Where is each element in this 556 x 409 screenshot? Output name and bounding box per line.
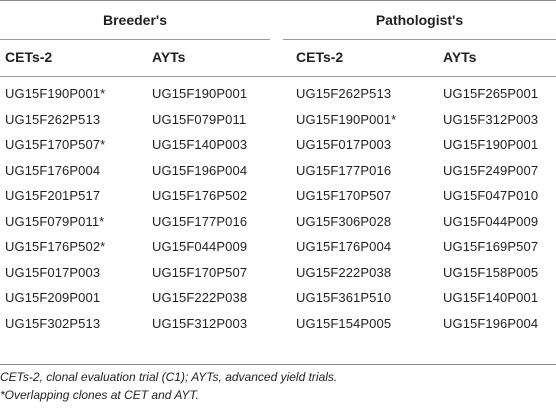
table-row: UG15F017P003 UG15F170P507 UG15F222P038 U… <box>0 264 556 290</box>
table-cell: UG15F169P507 <box>443 239 539 254</box>
column-header-pathologists-ayts: AYTs <box>443 49 477 65</box>
table-body: UG15F190P001* UG15F190P001 UG15F262P513 … <box>0 85 556 340</box>
table-bottom-rule <box>0 364 556 365</box>
table-cell: UG15F249P007 <box>443 162 539 178</box>
table-cell: UG15F154P005 <box>296 315 392 331</box>
table-cell: UG15F017P003 <box>5 264 101 280</box>
table-cell: UG15F222P038 <box>152 290 248 305</box>
table-cell: UG15F170P507 <box>152 264 248 280</box>
table-cell: UG15F170P507* <box>5 137 106 152</box>
table-cell: UG15F176P004 <box>5 162 101 178</box>
table-cell: UG15F306P028 <box>296 213 392 229</box>
table-cell: UG15F177P016 <box>152 213 248 229</box>
table-cell: UG15F177P016 <box>296 162 392 178</box>
column-header-rule <box>0 76 556 77</box>
table-row: UG15F201P517 UG15F176P502 UG15F170P507 U… <box>0 187 556 213</box>
table-cell: UG15F176P004 <box>296 239 392 254</box>
group-header-pathologists: Pathologist's <box>375 12 464 28</box>
table-row: UG15F302P513 UG15F312P003 UG15F154P005 U… <box>0 315 556 341</box>
group-header-breeders: Breeder's <box>102 12 168 28</box>
table-row: UG15F170P507* UG15F140P003 UG15F017P003 … <box>0 136 556 162</box>
column-header-pathologists-cets: CETs-2 <box>296 49 344 65</box>
table-row: UG15F079P011* UG15F177P016 UG15F306P028 … <box>0 213 556 239</box>
table-cell: UG15F222P038 <box>296 264 392 280</box>
table-cell: UG15F361P510 <box>296 290 392 305</box>
table-cell: UG15F079P011 <box>152 111 247 127</box>
table-cell: UG15F170P507 <box>296 188 392 203</box>
table-cell: UG15F044P009 <box>152 239 248 254</box>
table-cell: UG15F176P502* <box>5 239 106 254</box>
table-cell: UG15F190P001 <box>152 86 248 101</box>
table-row: UG15F176P502* UG15F044P009 UG15F176P004 … <box>0 238 556 264</box>
table-cell: UG15F312P003 <box>443 111 539 127</box>
column-header-breeders-cets: CETs-2 <box>5 49 53 65</box>
table-row: UG15F262P513 UG15F079P011 UG15F190P001* … <box>0 111 556 137</box>
table-cell: UG15F201P517 <box>5 188 101 203</box>
table-cell: UG15F047P010 <box>443 188 539 203</box>
table-top-rule <box>0 0 556 1</box>
table-row: UG15F190P001* UG15F190P001 UG15F262P513 … <box>0 85 556 111</box>
table-cell: UG15F017P003 <box>296 137 392 152</box>
table-cell: UG15F302P513 <box>5 315 101 331</box>
table-cell: UG15F190P001 <box>443 137 539 152</box>
table-cell: UG15F079P011* <box>5 213 105 229</box>
column-header-breeders-ayts: AYTs <box>152 49 186 65</box>
table-cell: UG15F190P001* <box>5 86 106 101</box>
footnote-overlap: *Overlapping clones at CET and AYT. <box>0 388 199 402</box>
table-cell: UG15F262P513 <box>5 111 101 127</box>
footnote-abbreviations: CETs-2, clonal evaluation trial (C1); AY… <box>0 370 338 384</box>
table-cell: UG15F312P003 <box>152 315 248 331</box>
group-rule-pathologists <box>283 39 556 40</box>
table-cell: UG15F190P001* <box>296 111 397 127</box>
table-cell: UG15F044P009 <box>443 213 539 229</box>
table-cell: UG15F209P001 <box>5 290 101 305</box>
table-row: UG15F176P004 UG15F196P004 UG15F177P016 U… <box>0 162 556 188</box>
group-rule-breeders <box>0 39 270 40</box>
table-cell: UG15F262P513 <box>296 86 392 101</box>
table-cell: UG15F265P001 <box>443 86 539 101</box>
table-cell: UG15F140P001 <box>443 290 539 305</box>
table-cell: UG15F196P004 <box>443 315 539 331</box>
table-cell: UG15F196P004 <box>152 162 248 178</box>
table-cell: UG15F158P005 <box>443 264 539 280</box>
table-cell: UG15F176P502 <box>152 188 248 203</box>
table-cell: UG15F140P003 <box>152 137 248 152</box>
table-row: UG15F209P001 UG15F222P038 UG15F361P510 U… <box>0 289 556 315</box>
